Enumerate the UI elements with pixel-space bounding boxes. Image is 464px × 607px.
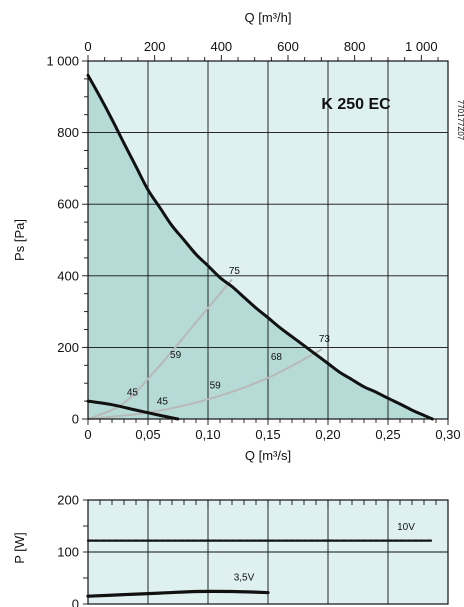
bottom-tick-label: 0,10 — [195, 427, 220, 442]
efficiency-label: 75 — [229, 266, 241, 277]
top-axis-title: Q [m³/h] — [245, 10, 292, 25]
efficiency-label: 73 — [319, 334, 331, 345]
left-tick-label: 200 — [57, 340, 79, 355]
bottom-tick-label: 0,20 — [315, 427, 340, 442]
efficiency-label: 45 — [127, 388, 139, 399]
y-axis-title: Ps [Pa] — [12, 219, 27, 261]
power-axis-ticks: 0 100 200 — [57, 493, 88, 607]
power-curve-label: 3,5V — [234, 573, 255, 584]
power-chart: 10V 3,5V 0 100 200 — [57, 493, 448, 607]
top-tick-label: 0 — [84, 39, 91, 54]
bottom-tick-label: 0 — [84, 427, 91, 442]
top-tick-label: 1 000 — [405, 39, 438, 54]
top-tick-label: 400 — [210, 39, 232, 54]
top-tick-label: 600 — [277, 39, 299, 54]
power-tick-label: 0 — [72, 597, 79, 607]
bottom-tick-label: 0,30 — [435, 427, 460, 442]
drawing-code: 770177Z07 — [456, 100, 464, 141]
left-tick-label: 0 — [72, 412, 79, 427]
left-tick-label: 600 — [57, 197, 79, 212]
left-tick-label: 1 000 — [46, 54, 79, 69]
power-axis-title: P [W] — [12, 532, 27, 564]
power-curve-label: 10V — [397, 522, 415, 533]
left-tick-label: 800 — [57, 125, 79, 140]
efficiency-label: 59 — [170, 350, 182, 361]
top-tick-label: 800 — [344, 39, 366, 54]
bottom-tick-label: 0,05 — [135, 427, 160, 442]
power-tick-label: 200 — [57, 493, 79, 508]
top-axis-ticks: 0 200 400 600 800 1 000 — [84, 39, 438, 61]
efficiency-label: 45 — [157, 397, 169, 408]
model-label: K 250 EC — [321, 96, 391, 113]
power-tick-label: 100 — [57, 545, 79, 560]
left-tick-label: 400 — [57, 268, 79, 283]
top-tick-label: 200 — [144, 39, 166, 54]
bottom-tick-label: 0,15 — [255, 427, 280, 442]
bottom-tick-label: 0,25 — [375, 427, 400, 442]
bottom-axis-ticks: 0 0,05 0,10 0,15 0,20 0,25 0,30 — [84, 419, 460, 442]
x-axis-title: Q [m³/s] — [245, 448, 291, 463]
left-axis-ticks: 0 200 400 600 800 1 000 — [46, 54, 88, 427]
efficiency-label: 68 — [271, 352, 283, 363]
efficiency-label: 59 — [210, 381, 222, 392]
